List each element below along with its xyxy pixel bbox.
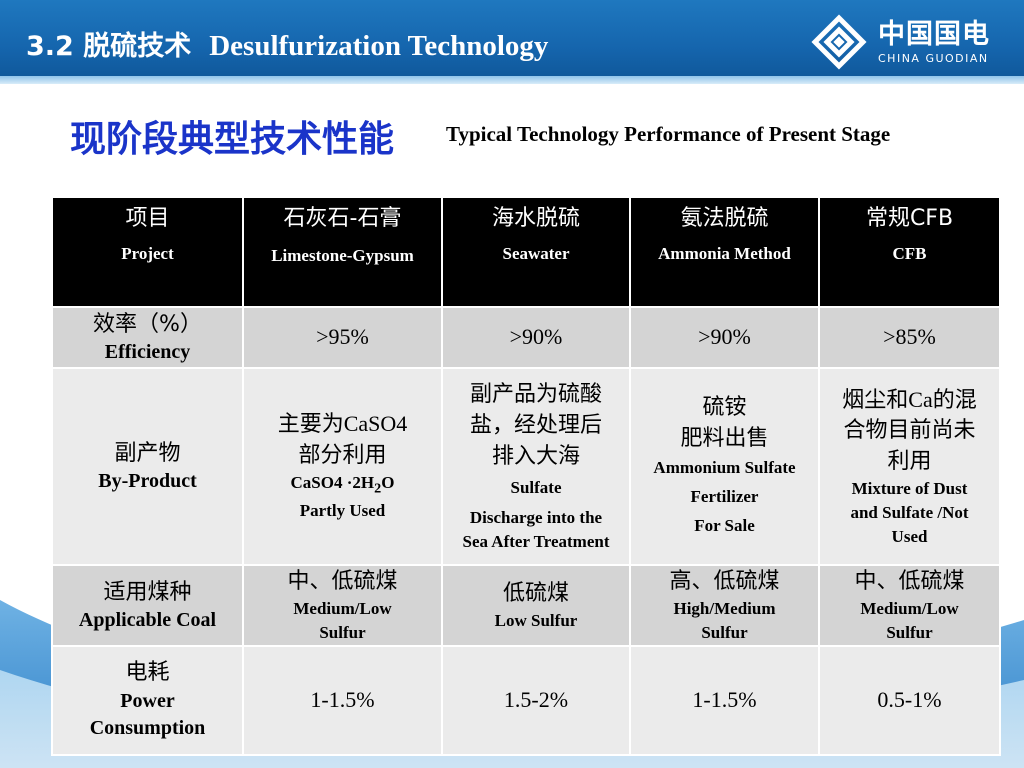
slide-header: [0, 0, 1024, 80]
cell-efficiency-seawater: >90%: [441, 306, 631, 369]
cell-power-ammonia: 1-1.5%: [629, 645, 820, 756]
cell-power-limestone: 1-1.5%: [242, 645, 443, 756]
cell-efficiency-cfb: >85%: [818, 306, 1001, 369]
column-header-project: 项目 Project: [51, 196, 244, 308]
cell-power-cfb: 0.5-1%: [818, 645, 1001, 756]
table-header-row: 项目 Project 石灰石-石膏 Limestone-Gypsum 海水脱硫 …: [51, 196, 1001, 308]
company-logo: 中国国电 CHINA GUODIAN: [810, 14, 1010, 70]
row-label-efficiency: 效率（%） Efficiency: [51, 306, 244, 369]
cell-byproduct-seawater: 副产品为硫酸 盐，经处理后 排入大海 Sulfate Discharge int…: [441, 367, 631, 566]
table-row-applicable-coal: 适用煤种 Applicable Coal 中、低硫煤 Medium/Low Su…: [51, 564, 1001, 647]
header-underline: [0, 76, 1024, 84]
row-label-applicable-coal: 适用煤种 Applicable Coal: [51, 564, 244, 647]
table-row-byproduct: 副产物 By-Product 主要为CaSO4 部分利用 CaSO4 ·2H2O…: [51, 367, 1001, 566]
column-header-seawater: 海水脱硫 Seawater: [441, 196, 631, 308]
logo-text-cn: 中国国电: [878, 18, 990, 50]
table-row-power-consumption: 电耗 Power Consumption 1-1.5% 1.5-2% 1-1.5…: [51, 645, 1001, 756]
cell-byproduct-limestone: 主要为CaSO4 部分利用 CaSO4 ·2H2O Partly Used: [242, 367, 443, 566]
row-label-power-consumption: 电耗 Power Consumption: [51, 645, 244, 756]
china-guodian-logo-mark-icon: [811, 14, 867, 70]
logo-text-en: CHINA GUODIAN: [878, 51, 989, 65]
cell-coal-limestone: 中、低硫煤 Medium/Low Sulfur: [242, 564, 443, 647]
column-header-ammonia: 氨法脱硫 Ammonia Method: [629, 196, 820, 308]
cell-efficiency-ammonia: >90%: [629, 306, 820, 369]
cell-efficiency-limestone: >95%: [242, 306, 443, 369]
slide-subtitle-cn: 现阶段典型技术性能: [70, 119, 395, 160]
slide-subtitle-en: Typical Technology Performance of Presen…: [446, 122, 891, 146]
section-title-en: Desulfurization Technology: [209, 30, 549, 62]
table-row-efficiency: 效率（%） Efficiency >95% >90% >90% >85%: [51, 306, 1001, 369]
cell-coal-cfb: 中、低硫煤 Medium/Low Sulfur: [818, 564, 1001, 647]
cell-byproduct-ammonia: 硫铵 肥料出售 Ammonium Sulfate Fertilizer For …: [629, 367, 820, 566]
section-title: 3.2 脱硫技术 Desulfurization Technology: [26, 24, 548, 64]
technology-performance-table: 项目 Project 石灰石-石膏 Limestone-Gypsum 海水脱硫 …: [51, 196, 1001, 756]
cell-coal-seawater: 低硫煤 Low Sulfur: [441, 564, 631, 647]
row-label-byproduct: 副产物 By-Product: [51, 367, 244, 566]
column-header-limestone-gypsum: 石灰石-石膏 Limestone-Gypsum: [242, 196, 443, 308]
section-title-cn: 3.2 脱硫技术: [26, 31, 192, 62]
column-header-cfb: 常规CFB CFB: [818, 196, 1001, 308]
cell-coal-ammonia: 高、低硫煤 High/Medium Sulfur: [629, 564, 820, 647]
cell-byproduct-cfb: 烟尘和Ca的混 合物目前尚未 利用 Mixture of Dust and Su…: [818, 367, 1001, 566]
cell-power-seawater: 1.5-2%: [441, 645, 631, 756]
